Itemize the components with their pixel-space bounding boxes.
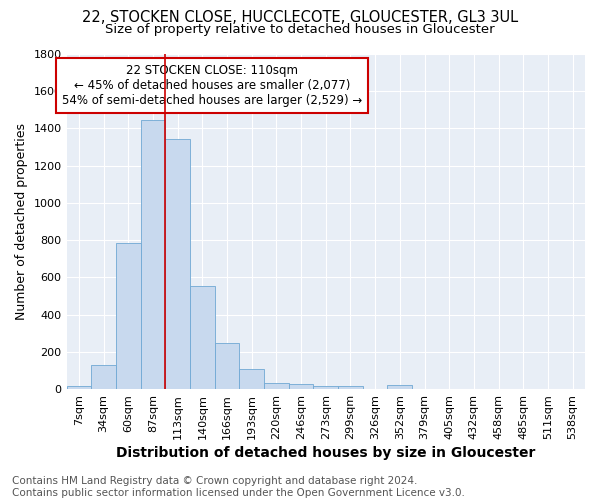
Bar — [215, 343, 239, 389]
Bar — [338, 386, 363, 389]
Bar — [313, 386, 338, 389]
Bar — [116, 243, 140, 389]
Bar — [190, 286, 215, 389]
Bar — [264, 383, 289, 389]
Bar — [289, 384, 313, 389]
Text: Contains HM Land Registry data © Crown copyright and database right 2024.
Contai: Contains HM Land Registry data © Crown c… — [12, 476, 465, 498]
Text: 22 STOCKEN CLOSE: 110sqm
← 45% of detached houses are smaller (2,077)
54% of sem: 22 STOCKEN CLOSE: 110sqm ← 45% of detach… — [62, 64, 362, 107]
Bar — [140, 120, 165, 389]
Text: Size of property relative to detached houses in Gloucester: Size of property relative to detached ho… — [105, 22, 495, 36]
Text: 22, STOCKEN CLOSE, HUCCLECOTE, GLOUCESTER, GL3 3UL: 22, STOCKEN CLOSE, HUCCLECOTE, GLOUCESTE… — [82, 10, 518, 25]
X-axis label: Distribution of detached houses by size in Gloucester: Distribution of detached houses by size … — [116, 446, 535, 460]
Bar — [239, 368, 264, 389]
Y-axis label: Number of detached properties: Number of detached properties — [15, 123, 28, 320]
Bar — [165, 138, 190, 389]
Bar — [91, 365, 116, 389]
Bar — [67, 386, 91, 389]
Bar — [388, 386, 412, 389]
